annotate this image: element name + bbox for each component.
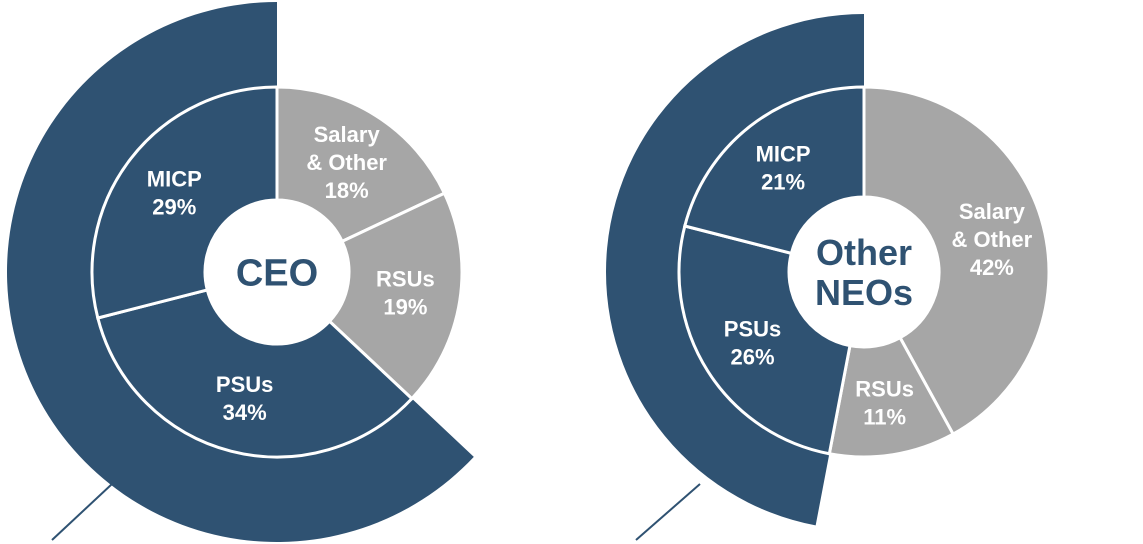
ceo-donut-chart: Salary & Other 18% RSUs 19% PSUs 34% MICP 29% CEO	[6, 2, 474, 543]
slice-salary-other	[275, 85, 447, 244]
slice-psus	[95, 288, 414, 459]
slice-value-label: 42%	[970, 255, 1014, 280]
slice-rsus	[327, 191, 464, 401]
slice-value-label: 21%	[761, 170, 805, 195]
slice-label: Salary & Other 42%	[952, 199, 1033, 280]
slice-micp	[682, 85, 866, 256]
slice-label: MICP 21%	[756, 142, 811, 195]
slice-name-label: & Other	[952, 227, 1033, 252]
outer-ring-arc	[6, 2, 474, 543]
center-label-line: CEO	[236, 253, 318, 295]
slice-name-label: RSUs	[855, 376, 914, 401]
center-label: CEO	[236, 253, 318, 295]
slice-micp	[90, 85, 279, 320]
slice-value-label: 11%	[863, 404, 906, 429]
center-label-line: Other	[816, 232, 912, 273]
other-neos-donut-chart: Salary & Other 42% RSUs 11% PSUs 26% MICP 21% Oth…	[606, 14, 1051, 541]
slice-name-label: RSUs	[376, 266, 435, 291]
slice-psus	[677, 224, 852, 456]
slice-name-label: PSUs	[724, 317, 781, 342]
slice-label: PSUs 26%	[724, 317, 781, 370]
connector-line	[635, 483, 701, 541]
slice-name-label: MICP	[756, 142, 811, 167]
slice-label: MICP 29%	[147, 166, 202, 219]
center-label-line: NEOs	[815, 272, 913, 313]
slice-value-label: 19%	[383, 294, 427, 319]
slice-label: RSUs 11%	[855, 376, 914, 429]
slice-name-label: Salary	[314, 122, 381, 147]
slice-label: Salary & Other 18%	[306, 122, 387, 203]
slice-value-label: 26%	[731, 345, 775, 370]
slice-name-label: & Other	[306, 150, 387, 175]
slice-label: PSUs 34%	[216, 372, 273, 425]
slice-name-label: PSUs	[216, 372, 273, 397]
outer-ring-arc	[606, 14, 864, 526]
slice-label: RSUs 19%	[376, 266, 435, 319]
slice-name-label: MICP	[147, 166, 202, 191]
slice-salary-other	[862, 85, 1051, 437]
slice-value-label: 34%	[223, 400, 267, 425]
center-circle	[206, 201, 348, 343]
slice-value-label: 29%	[152, 194, 196, 219]
connector-line	[51, 483, 113, 541]
slice-value-label: 18%	[325, 178, 369, 203]
slice-name-label: Salary	[959, 199, 1026, 224]
center-circle	[790, 198, 938, 346]
center-label: Other NEOs	[815, 232, 913, 313]
